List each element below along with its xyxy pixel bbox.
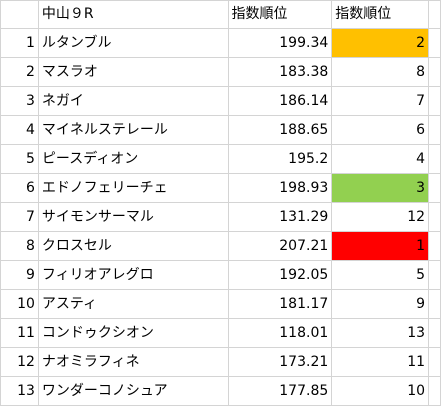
table-row: 3 ネガイ 186.14 7	[0, 86, 441, 116]
cell-empty[interactable]	[428, 231, 441, 261]
rank-cell[interactable]: 2	[331, 28, 430, 58]
cell-empty[interactable]	[428, 86, 441, 116]
score-cell[interactable]: 198.93	[227, 173, 333, 203]
horse-name-cell[interactable]: アスティ	[37, 289, 229, 319]
row-number-cell[interactable]: 2	[0, 57, 39, 87]
rank-cell[interactable]: 8	[331, 57, 430, 87]
rank-cell[interactable]: 9	[331, 289, 430, 319]
row-number-cell[interactable]: 12	[0, 347, 39, 377]
score-cell[interactable]: 183.38	[227, 57, 333, 87]
row-number-cell[interactable]: 4	[0, 115, 39, 145]
horse-name-cell[interactable]: マスラオ	[37, 57, 229, 87]
rank-cell[interactable]: 5	[331, 260, 430, 290]
horse-name-cell[interactable]: フィリオアレグロ	[37, 260, 229, 290]
table-row: 6 エドノフェリーチェ 198.93 3	[0, 173, 441, 203]
row-number-cell[interactable]: 9	[0, 260, 39, 290]
rank-cell[interactable]: 12	[331, 202, 430, 232]
header-cell-number[interactable]	[0, 0, 39, 29]
table-row: 10 アスティ 181.17 9	[0, 289, 441, 319]
table-row: 4 マイネルステレール 188.65 6	[0, 115, 441, 145]
score-cell[interactable]: 188.65	[227, 115, 333, 145]
horse-name-cell[interactable]: マイネルステレール	[37, 115, 229, 145]
table-row: 5 ピースディオン 195.2 4	[0, 144, 441, 174]
cell-empty[interactable]	[428, 260, 441, 290]
row-number-cell[interactable]: 5	[0, 144, 39, 174]
row-number-cell[interactable]: 8	[0, 231, 39, 261]
score-cell[interactable]: 177.85	[227, 376, 333, 406]
cell-empty[interactable]	[428, 202, 441, 232]
cell-empty[interactable]	[428, 115, 441, 145]
rank-cell[interactable]: 10	[331, 376, 430, 406]
rank-cell[interactable]: 1	[331, 231, 430, 261]
horse-name-cell[interactable]: コンドゥクシオン	[37, 318, 229, 348]
score-cell[interactable]: 131.29	[227, 202, 333, 232]
table-row: 13 ワンダーコノシュア 177.85 10	[0, 376, 441, 406]
table-row: 2 マスラオ 183.38 8	[0, 57, 441, 87]
cell-empty[interactable]	[428, 57, 441, 87]
score-cell[interactable]: 199.34	[227, 28, 333, 58]
table-row: 12 ナオミラフィネ 173.21 11	[0, 347, 441, 377]
score-cell[interactable]: 118.01	[227, 318, 333, 348]
cell-empty[interactable]	[428, 173, 441, 203]
header-cell-race[interactable]: 中山９R	[37, 0, 229, 29]
table-row: 7 サイモンサーマル 131.29 12	[0, 202, 441, 232]
header-cell-score[interactable]: 指数順位	[227, 0, 333, 29]
rank-cell[interactable]: 3	[331, 173, 430, 203]
horse-name-cell[interactable]: エドノフェリーチェ	[37, 173, 229, 203]
rank-cell[interactable]: 7	[331, 86, 430, 116]
row-number-cell[interactable]: 10	[0, 289, 39, 319]
header-cell-rank[interactable]: 指数順位	[331, 0, 430, 29]
cell-empty[interactable]	[428, 376, 441, 406]
row-number-cell[interactable]: 6	[0, 173, 39, 203]
table-row: 11 コンドゥクシオン 118.01 13	[0, 318, 441, 348]
rank-cell[interactable]: 6	[331, 115, 430, 145]
cell-empty[interactable]	[428, 0, 441, 29]
row-number-cell[interactable]: 3	[0, 86, 39, 116]
horse-name-cell[interactable]: サイモンサーマル	[37, 202, 229, 232]
horse-name-cell[interactable]: ピースディオン	[37, 144, 229, 174]
cell-empty[interactable]	[428, 347, 441, 377]
score-cell[interactable]: 186.14	[227, 86, 333, 116]
row-number-cell[interactable]: 13	[0, 376, 39, 406]
table-row: 8 クロスセル 207.21 1	[0, 231, 441, 261]
horse-name-cell[interactable]: クロスセル	[37, 231, 229, 261]
cell-empty[interactable]	[428, 318, 441, 348]
horse-name-cell[interactable]: ワンダーコノシュア	[37, 376, 229, 406]
horse-name-cell[interactable]: ネガイ	[37, 86, 229, 116]
cell-empty[interactable]	[428, 144, 441, 174]
row-number-cell[interactable]: 1	[0, 28, 39, 58]
table-row: 1 ルタンブル 199.34 2	[0, 28, 441, 58]
rank-cell[interactable]: 4	[331, 144, 430, 174]
score-cell[interactable]: 173.21	[227, 347, 333, 377]
cell-empty[interactable]	[428, 289, 441, 319]
row-number-cell[interactable]: 7	[0, 202, 39, 232]
horse-name-cell[interactable]: ルタンブル	[37, 28, 229, 58]
cell-empty[interactable]	[428, 28, 441, 58]
row-number-cell[interactable]: 11	[0, 318, 39, 348]
rank-cell[interactable]: 13	[331, 318, 430, 348]
header-row: 中山９R 指数順位 指数順位	[0, 0, 441, 29]
score-cell[interactable]: 192.05	[227, 260, 333, 290]
score-cell[interactable]: 195.2	[227, 144, 333, 174]
rank-cell[interactable]: 11	[331, 347, 430, 377]
score-cell[interactable]: 207.21	[227, 231, 333, 261]
table-row: 9 フィリオアレグロ 192.05 5	[0, 260, 441, 290]
score-cell[interactable]: 181.17	[227, 289, 333, 319]
horse-name-cell[interactable]: ナオミラフィネ	[37, 347, 229, 377]
